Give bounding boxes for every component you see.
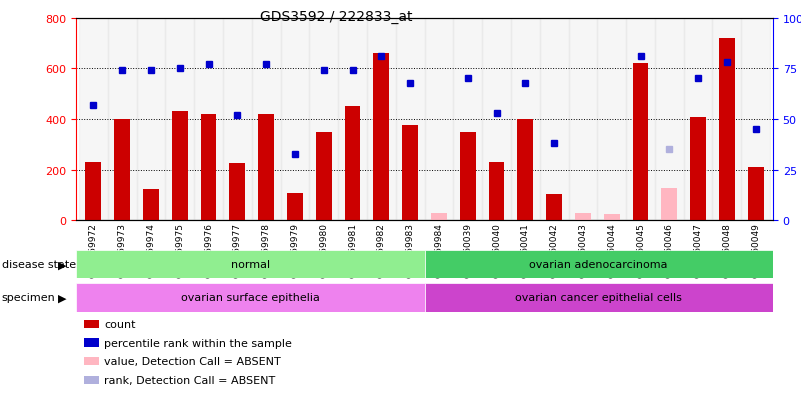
Bar [425,19,453,221]
Bar [115,120,130,221]
Bar [258,115,274,221]
Text: normal: normal [231,260,270,270]
Bar [280,19,309,221]
Bar [316,133,332,221]
Bar [719,39,735,221]
Bar [655,19,684,221]
Text: value, Detection Call = ABSENT: value, Detection Call = ABSENT [104,356,281,366]
Bar [425,251,773,279]
Text: percentile rank within the sample: percentile rank within the sample [104,338,292,348]
Bar [569,19,598,221]
Bar [741,19,770,221]
Bar [223,19,252,221]
Bar [200,115,216,221]
Bar [396,19,425,221]
Text: ovarian adenocarcinoma: ovarian adenocarcinoma [529,260,668,270]
Bar [76,284,425,312]
Bar [633,64,649,221]
Bar [165,19,194,221]
Text: GDS3592 / 222833_at: GDS3592 / 222833_at [260,10,413,24]
Bar [575,214,591,221]
Bar [431,214,447,221]
Bar [748,168,763,221]
Bar [425,284,773,312]
Text: ▶: ▶ [58,260,66,270]
Bar [287,193,303,221]
Bar [86,163,101,221]
Bar [684,19,713,221]
Bar [136,19,165,221]
Bar [662,188,677,221]
Bar [172,112,187,221]
Text: ▶: ▶ [58,293,66,303]
Text: specimen: specimen [2,293,55,303]
Text: ovarian surface epithelia: ovarian surface epithelia [181,293,320,303]
Bar [229,164,245,221]
Bar [482,19,511,221]
Text: count: count [104,319,135,329]
Bar [453,19,482,221]
Bar [79,19,108,221]
Bar [143,189,159,221]
Bar [373,54,389,221]
Bar [540,19,569,221]
Bar [604,215,620,221]
Bar [626,19,655,221]
Text: disease state: disease state [2,260,76,270]
Bar [338,19,367,221]
Bar [194,19,223,221]
Bar [460,133,476,221]
Bar [489,163,505,221]
Text: rank, Detection Call = ABSENT: rank, Detection Call = ABSENT [104,375,276,385]
Bar [713,19,741,221]
Bar [402,126,418,221]
Bar [252,19,280,221]
Text: ovarian cancer epithelial cells: ovarian cancer epithelial cells [515,293,682,303]
Bar [367,19,396,221]
Bar [76,221,773,413]
Bar [511,19,540,221]
Bar [108,19,136,221]
Bar [690,117,706,221]
Bar [344,107,360,221]
Bar [546,195,562,221]
Bar [309,19,338,221]
Bar [517,120,533,221]
Bar [598,19,626,221]
Bar [76,251,425,279]
